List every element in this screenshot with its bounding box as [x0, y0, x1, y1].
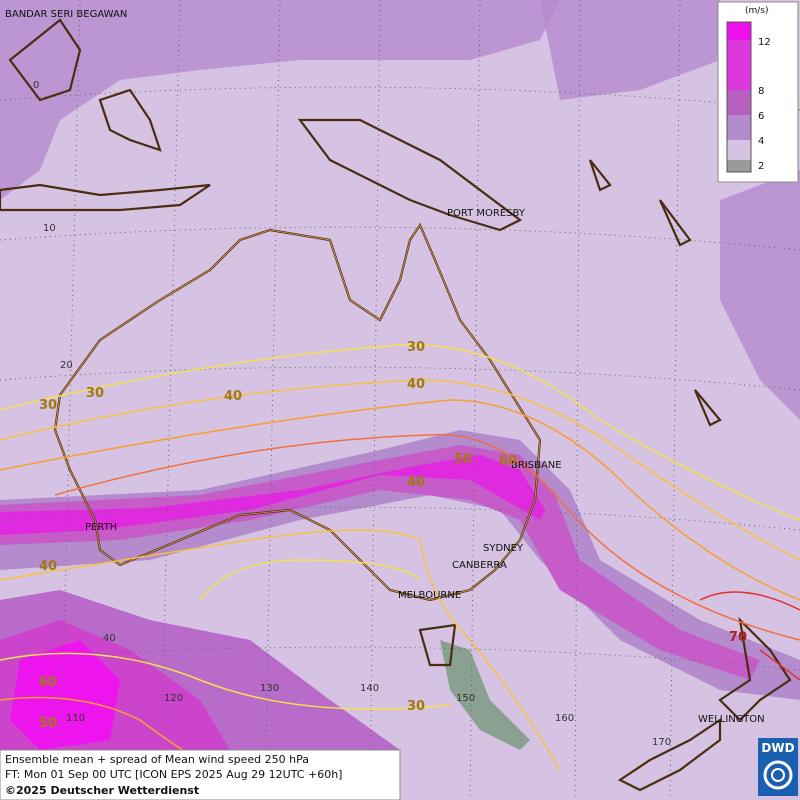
contour-label: 30 — [39, 398, 57, 413]
legend-swatch — [727, 140, 751, 160]
contour-label: 50 — [454, 452, 472, 467]
spread-shading — [0, 0, 800, 750]
legend-tick: 2 — [758, 161, 764, 172]
legend-unit: (m/s) — [745, 6, 769, 16]
contour-label: 30 — [407, 699, 425, 714]
contour-label: 40 — [224, 389, 242, 404]
latitude-label: 20 — [60, 360, 73, 371]
legend-frame — [726, 21, 752, 173]
city-label: BANDAR SERI BEGAWAN — [5, 9, 127, 20]
longitude-label: 150 — [456, 693, 475, 704]
legend-swatch — [727, 115, 751, 140]
contour-label: 40 — [407, 475, 425, 490]
longitude-label: 160 — [555, 713, 574, 724]
caption: Ensemble mean + spread of Mean wind spee… — [0, 749, 401, 800]
legend-tick: 4 — [758, 136, 764, 147]
caption-line: ©2025 Deutscher Wetterdienst — [5, 784, 199, 797]
contour-label: 40 — [407, 377, 425, 392]
legend-tick: 12 — [758, 37, 771, 48]
logo-icon — [763, 760, 793, 790]
logo-icon — [771, 768, 785, 782]
legend: (m/s) 12 8 6 4 2 — [717, 1, 799, 183]
city-labels: BANDAR SERI BEGAWAN PORT MORESBY BRISBAN… — [5, 9, 765, 725]
legend-tick: 8 — [758, 86, 764, 97]
longitude-label: 140 — [360, 683, 379, 694]
city-label: CANBERRA — [452, 560, 507, 571]
caption-line: Ensemble mean + spread of Mean wind spee… — [5, 753, 309, 766]
legend-swatch — [727, 40, 751, 90]
city-label: PERTH — [85, 522, 117, 533]
longitude-label: 130 — [260, 683, 279, 694]
legend-swatch — [727, 160, 751, 172]
latitude-label: 10 — [43, 223, 56, 234]
city-label: SYDNEY — [483, 543, 524, 554]
legend-tick: 6 — [758, 111, 764, 122]
contour-label: 40 — [39, 559, 57, 574]
logo: DWD — [758, 738, 798, 796]
grid-labels: 0 10 20 40 110 120 130 140 150 160 170 — [33, 80, 671, 748]
longitude-label: 120 — [164, 693, 183, 704]
caption-box — [0, 749, 401, 800]
coastlines — [0, 18, 792, 792]
contour-label: 60 — [499, 454, 517, 469]
longitude-label: 110 — [66, 713, 85, 724]
contour-label: 70 — [729, 630, 747, 645]
contour-label: 60 — [39, 675, 57, 690]
city-label: BRISBANE — [511, 460, 562, 471]
legend-swatch — [727, 22, 751, 40]
latitude-label: 40 — [103, 633, 116, 644]
longitude-label: 170 — [652, 737, 671, 748]
caption-line: FT: Mon 01 Sep 00 UTC [ICON EPS 2025 Aug… — [5, 768, 342, 781]
contour-label: 30 — [407, 340, 425, 355]
city-label: MELBOURNE — [398, 590, 461, 601]
legend-swatch — [727, 90, 751, 115]
contour-labels: 30 30 30 40 40 50 60 40 40 70 60 50 30 — [39, 340, 747, 731]
city-label: WELLINGTON — [698, 714, 765, 725]
logo-text: DWD — [761, 741, 794, 755]
isotachs — [0, 343, 800, 771]
contour-label: 50 — [39, 716, 57, 731]
contour-label: 30 — [86, 386, 104, 401]
city-label: PORT MORESBY — [447, 208, 526, 219]
latitude-label: 0 — [33, 80, 39, 91]
logo-box — [758, 738, 798, 796]
